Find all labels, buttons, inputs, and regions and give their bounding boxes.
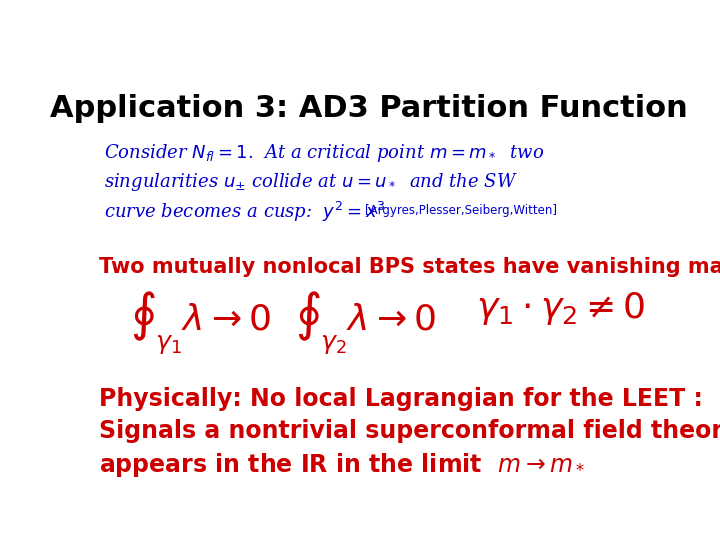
Text: curve becomes a cusp:  $y^2 = x^3$: curve becomes a cusp: $y^2 = x^3$ [104,200,385,225]
Text: appears in the IR in the limit  $m \rightarrow m_*$: appears in the IR in the limit $m \right… [99,451,586,480]
Text: singularities $u_{\pm}$ collide at $u = u_*$  and the SW: singularities $u_{\pm}$ collide at $u = … [104,171,518,193]
Text: Signals a nontrivial superconformal field theory: Signals a nontrivial superconformal fiel… [99,419,720,443]
Text: $\oint_{\gamma_1} \lambda \rightarrow 0$: $\oint_{\gamma_1} \lambda \rightarrow 0$ [130,289,271,357]
Text: $\oint_{\gamma_2} \lambda \rightarrow 0$: $\oint_{\gamma_2} \lambda \rightarrow 0$ [295,289,436,357]
Text: Physically: No local Lagrangian for the LEET :: Physically: No local Lagrangian for the … [99,387,703,410]
Text: Consider $N_{fl} = 1$.  At a critical point $m = m_*$  two: Consider $N_{fl} = 1$. At a critical poi… [104,142,544,164]
Text: Two mutually nonlocal BPS states have vanishing mass:: Two mutually nonlocal BPS states have va… [99,257,720,278]
Text: Application 3: AD3 Partition Function: Application 3: AD3 Partition Function [50,94,688,123]
Text: [Argyres,Plesser,Seiberg,Witten]: [Argyres,Plesser,Seiberg,Witten] [365,204,557,217]
Text: $\gamma_1 \cdot \gamma_2 \neq 0$: $\gamma_1 \cdot \gamma_2 \neq 0$ [476,289,645,327]
